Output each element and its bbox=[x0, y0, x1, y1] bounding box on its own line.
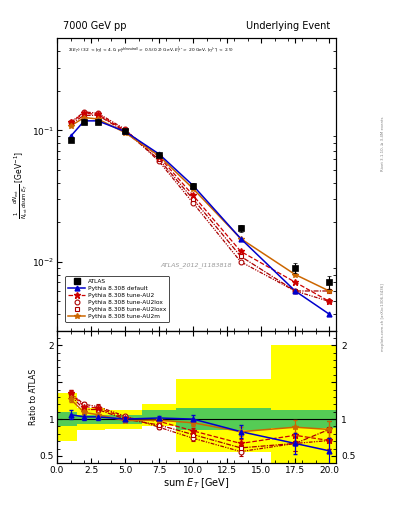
Y-axis label: Ratio to ATLAS: Ratio to ATLAS bbox=[29, 369, 39, 425]
Text: 7000 GeV pp: 7000 GeV pp bbox=[62, 21, 126, 31]
Text: ATLAS_2012_I1183818: ATLAS_2012_I1183818 bbox=[161, 262, 232, 268]
Text: $\Sigma(E_T)$ (3.2 $<|\eta|<$ 4.0, $p^{ch(neutral)}_T>$ 0.5(0.2) GeV, $E_T^{l^{1: $\Sigma(E_T)$ (3.2 $<|\eta|<$ 4.0, $p^{c… bbox=[68, 46, 234, 56]
Text: Underlying Event: Underlying Event bbox=[246, 21, 331, 31]
Text: Rivet 3.1.10, ≥ 3.4M events: Rivet 3.1.10, ≥ 3.4M events bbox=[381, 116, 385, 170]
Legend: ATLAS, Pythia 8.308 default, Pythia 8.308 tune-AU2, Pythia 8.308 tune-AU2lox, Py: ATLAS, Pythia 8.308 default, Pythia 8.30… bbox=[66, 276, 169, 322]
Y-axis label: $\frac{1}{N_{\mathsf{evt}}}\frac{dN_{\mathsf{evt}}}{d\mathsf{sum}\ E_T}\ [\maths: $\frac{1}{N_{\mathsf{evt}}}\frac{dN_{\ma… bbox=[12, 151, 31, 219]
X-axis label: sum $E_T$ [GeV]: sum $E_T$ [GeV] bbox=[163, 477, 230, 490]
Text: mcplots.cern.ch [arXiv:1306.3436]: mcplots.cern.ch [arXiv:1306.3436] bbox=[381, 284, 385, 351]
